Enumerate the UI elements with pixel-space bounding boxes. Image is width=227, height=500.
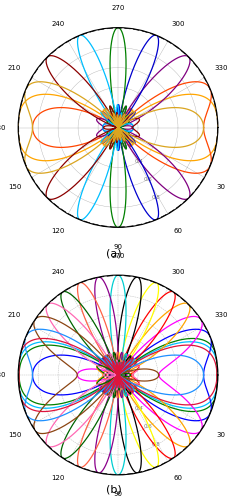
Text: (b): (b) — [106, 484, 121, 494]
Text: (a): (a) — [106, 249, 121, 259]
